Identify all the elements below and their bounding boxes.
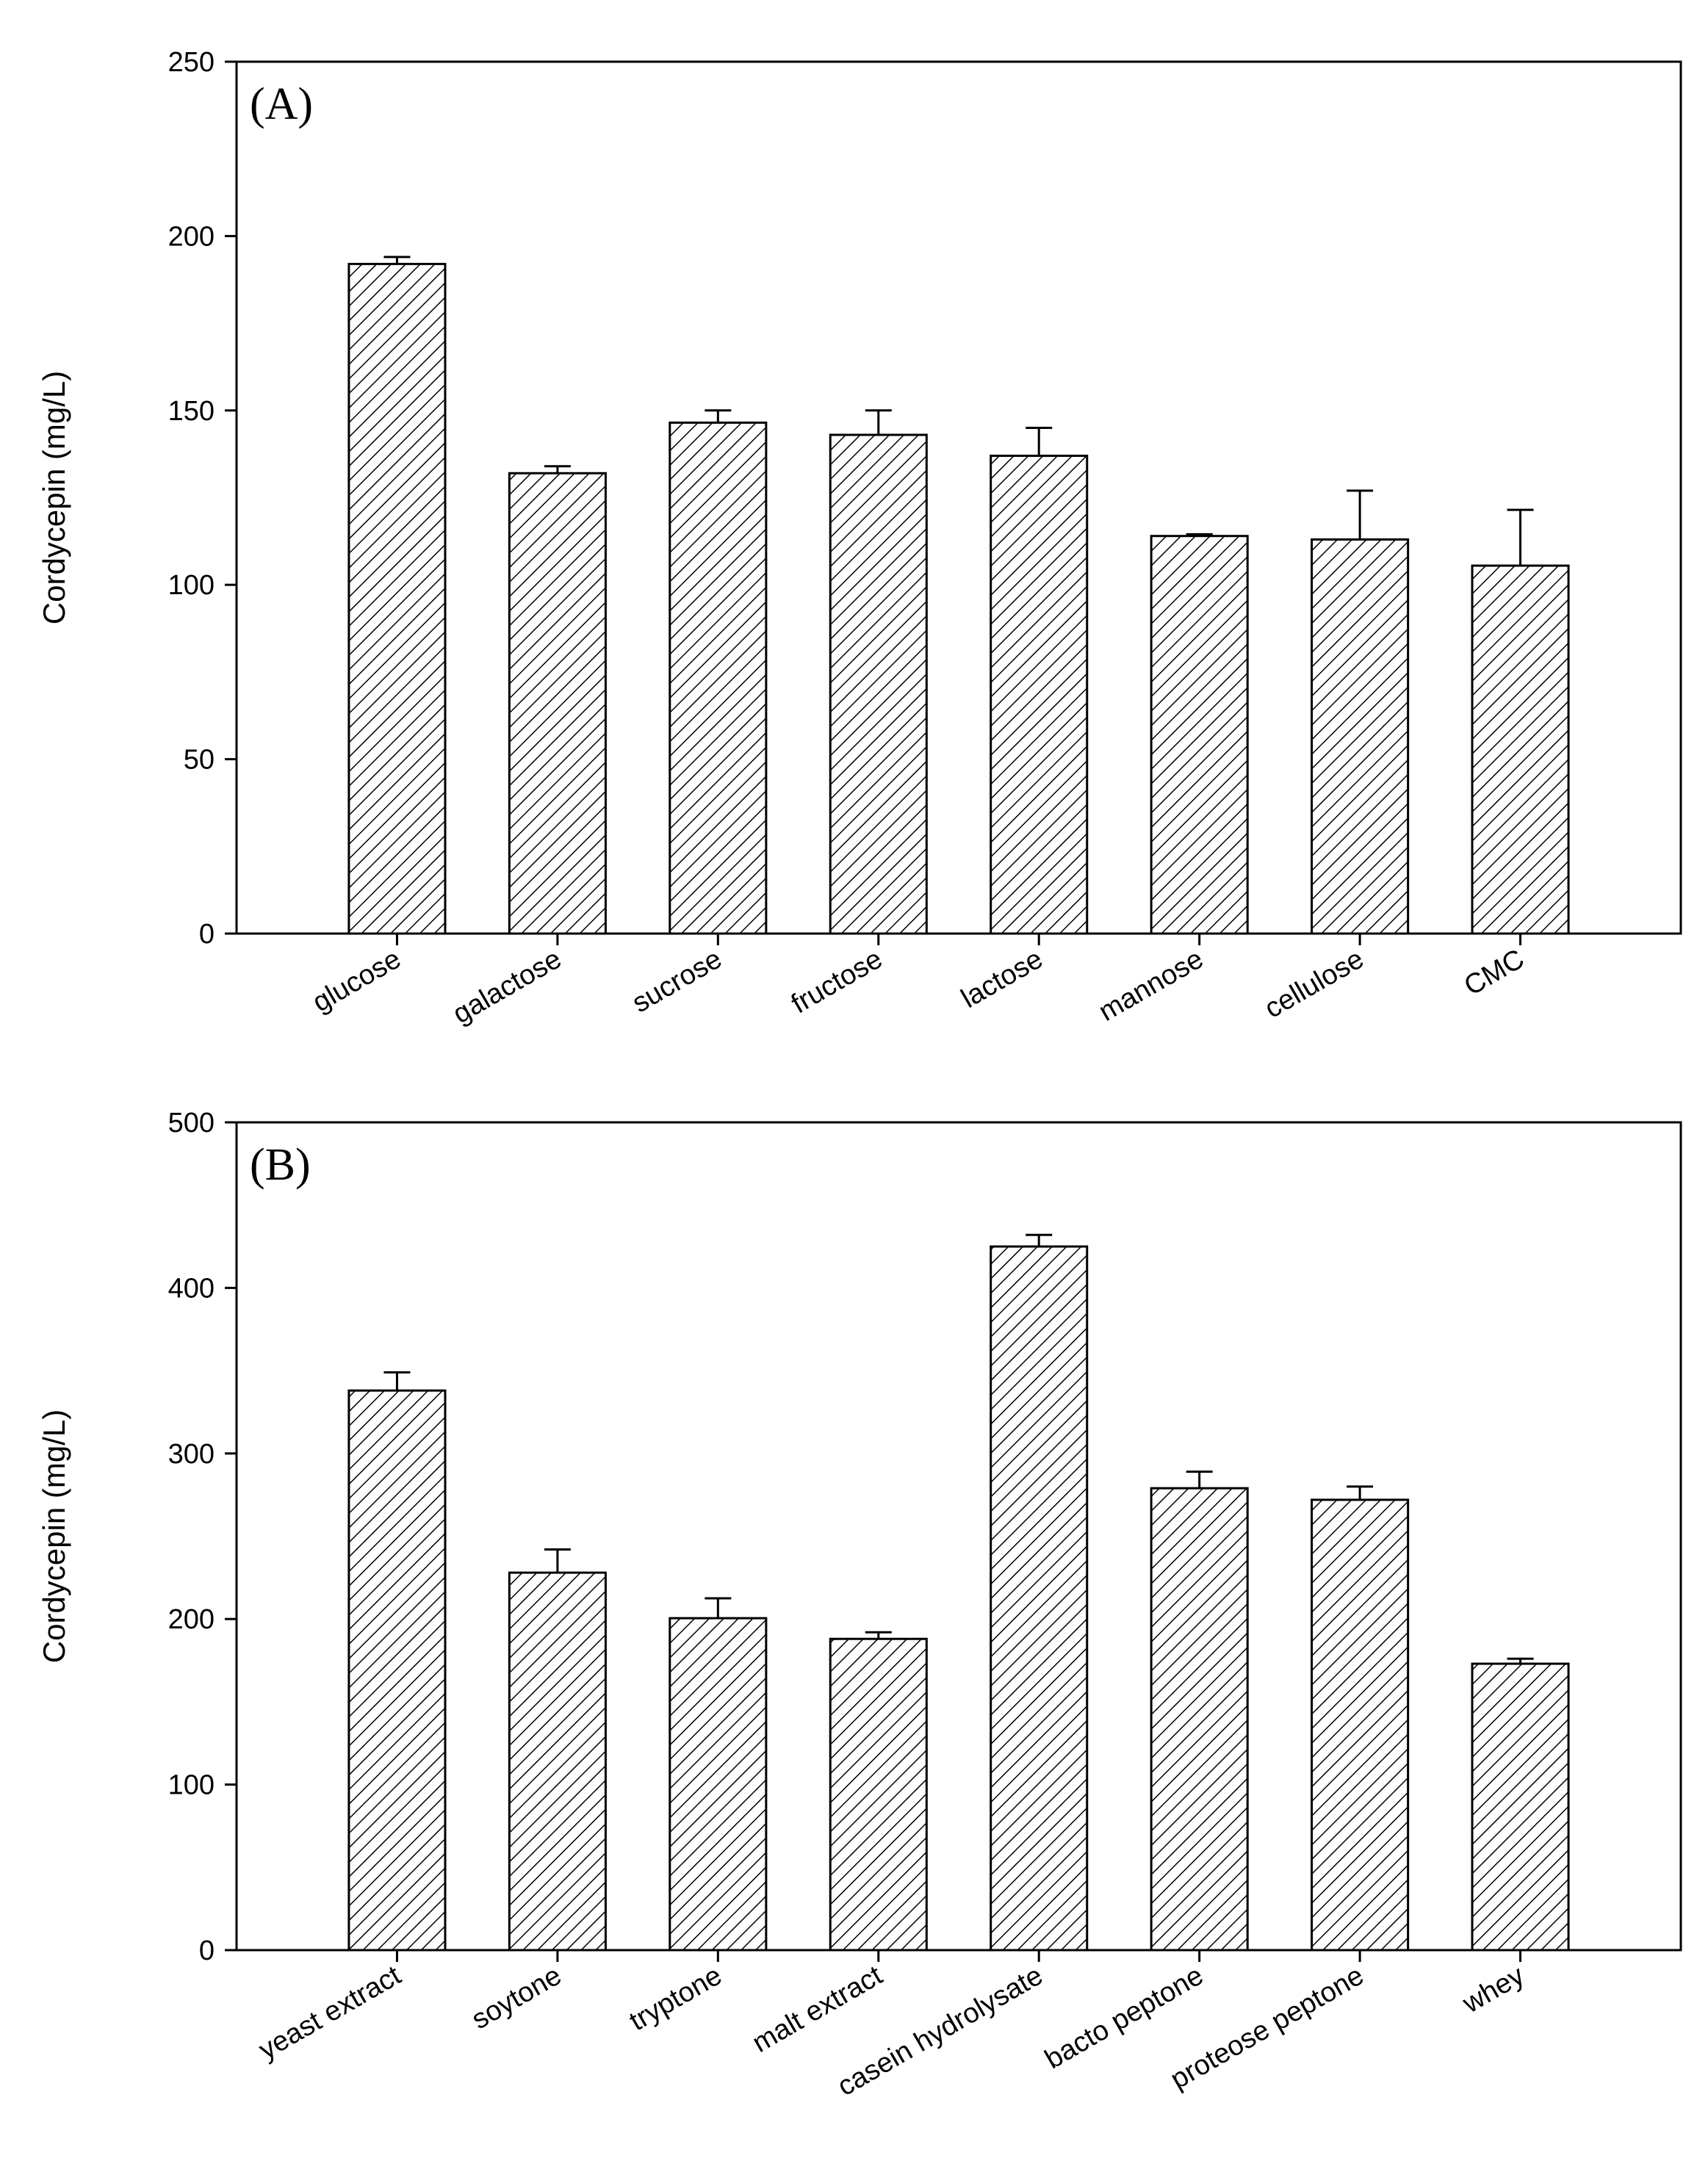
x-tick-label: CMC: [1459, 943, 1529, 1002]
x-tick-label: mannose: [1094, 943, 1208, 1028]
y-tick-label: 100: [168, 1770, 215, 1801]
bar: [1471, 564, 1570, 935]
bar: [1311, 1498, 1410, 1952]
y-tick-label: 400: [168, 1273, 215, 1304]
y-tick-label: 50: [184, 745, 215, 776]
y-tick-label: 500: [168, 1108, 215, 1138]
x-tick-label: galactose: [448, 943, 567, 1030]
bar: [990, 455, 1089, 935]
bar: [347, 262, 447, 935]
panel-label: (A): [250, 79, 313, 129]
x-tick-label: cellulose: [1260, 943, 1369, 1024]
bar: [669, 421, 768, 935]
y-tick-label: 100: [168, 570, 215, 601]
bar: [1471, 1662, 1570, 1952]
y-axis-label: Cordycepin (mg/L): [37, 1410, 71, 1663]
x-tick-label: sucrose: [627, 943, 727, 1019]
x-tick-label: malt extract: [747, 1960, 887, 2059]
plot-frame: [235, 1121, 1682, 1952]
bar: [990, 1245, 1089, 1952]
y-tick-label: 250: [168, 47, 215, 78]
y-tick-label: 200: [168, 1604, 215, 1635]
y-tick-label: 0: [199, 1935, 215, 1966]
x-tick-label: yeast extract: [253, 1960, 406, 2065]
bar: [1150, 1487, 1249, 1952]
bar: [669, 1617, 768, 1952]
bar: [347, 1389, 447, 1952]
bar: [1311, 538, 1410, 935]
bar: [1150, 535, 1249, 935]
bar: [829, 1637, 928, 1952]
bar: [508, 1571, 607, 1952]
plot-frame: [235, 60, 1682, 935]
x-tick-label: glucose: [308, 943, 406, 1018]
y-axis-label: Cordycepin (mg/L): [37, 371, 71, 624]
y-tick-label: 0: [199, 919, 215, 950]
x-tick-label: soytone: [466, 1960, 566, 2035]
y-tick-label: 300: [168, 1439, 215, 1470]
x-tick-label: whey: [1457, 1960, 1529, 2019]
bar: [508, 472, 607, 935]
y-tick-label: 200: [168, 221, 215, 252]
x-tick-label: tryptone: [624, 1960, 727, 2037]
x-tick-label: lactose: [956, 943, 1048, 1014]
y-tick-label: 150: [168, 396, 215, 427]
x-tick-label: fructose: [786, 943, 887, 1020]
panel-label: (B): [250, 1140, 311, 1190]
bar: [829, 433, 928, 935]
